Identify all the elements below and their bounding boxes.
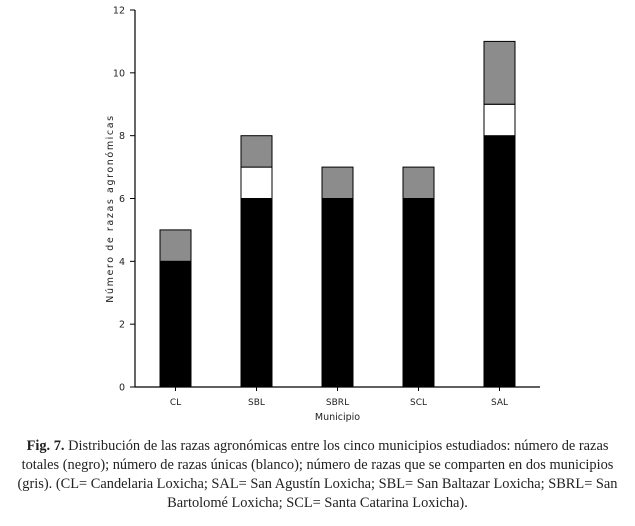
bar-segment-cl-s1 [159,260,192,388]
x-axis-label: Municipio [315,412,360,423]
y-tick-label: 8 [119,131,125,142]
y-tick-label: 10 [113,68,125,79]
bar-segment-sal-s3 [483,40,516,105]
x-axis: CL SBL SBRL SCL SAL [135,386,540,408]
bar-segment-sbl-s2 [240,166,273,200]
stacked-bar-chart: 0 2 4 6 8 10 12 CL SBL SBRL SCL SAL Número de raza… [105,6,540,423]
figure-number: Fig. 7. [26,438,65,454]
bar-segment-cl-s3 [159,229,192,262]
bar-segment-scl-s3 [402,166,435,200]
bar-segment-sbl-s1 [240,198,273,388]
x-tick-label: SCL [410,398,427,408]
bar-segment-sbrl-s3 [321,166,354,200]
y-tick-label: 4 [119,257,125,268]
figure-caption: Fig. 7. Distribución de las razas agronó… [12,437,623,513]
bars [159,40,516,388]
figure-caption-text: Distribución de las razas agronómicas en… [17,438,618,511]
y-tick-label: 0 [119,383,125,394]
y-tick-label: 6 [119,194,125,205]
y-axis-label: Número de razas agronómicas [105,114,116,302]
y-tick-label: 2 [119,320,125,331]
bar-segment-sbl-s3 [240,135,273,168]
bar-segment-sbrl-s1 [321,198,354,388]
x-tick-label: SAL [491,398,508,408]
y-tick-label: 12 [113,6,125,17]
x-tick-label: SBRL [326,398,349,408]
bar-segment-sal-s1 [483,135,516,388]
bar-segment-scl-s1 [402,198,435,388]
x-tick-label: SBL [248,398,265,408]
y-axis: 0 2 4 6 8 10 12 [113,6,136,394]
x-tick-label: CL [170,398,181,408]
bar-segment-sal-s2 [483,103,516,137]
